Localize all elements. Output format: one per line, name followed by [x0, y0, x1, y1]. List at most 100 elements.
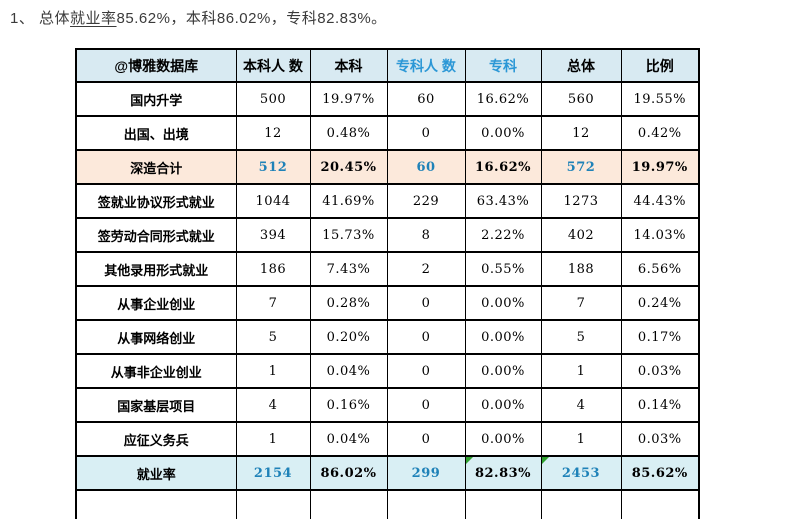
cell: 7: [540, 285, 622, 321]
cell: 86.02%: [309, 455, 388, 491]
table-row-total: 就业率 2154 86.02% 299 82.83% 2453 85.62%: [75, 455, 700, 491]
cell: 0.04%: [309, 421, 388, 457]
table-row: 应征义务兵 1 0.04% 0 0.00% 1 0.03%: [75, 421, 700, 457]
col-header-college-pct: 专科: [464, 48, 542, 83]
cell: 560: [540, 81, 622, 117]
cell: 5: [235, 319, 311, 355]
formula-flag-icon: [542, 458, 549, 464]
cell: 19.97%: [309, 81, 388, 117]
cell: [464, 489, 542, 519]
cell: 0: [386, 285, 466, 321]
cell: 512: [235, 149, 311, 185]
cell: 2.22%: [464, 217, 542, 253]
cell: 12: [235, 115, 311, 151]
cell: 2154: [235, 455, 311, 491]
col-header-college-count: 专科人 数: [386, 48, 466, 83]
employment-stats-table: @博雅数据库 本科人 数 本科 专科人 数 专科 总体 比例 国内升学 500 …: [75, 48, 700, 519]
table-row: 从事网络创业 5 0.20% 0 0.00% 5 0.17%: [75, 319, 700, 355]
cell: 0.48%: [309, 115, 388, 151]
row-label: 出国、出境: [75, 115, 237, 151]
cell: 0: [386, 387, 466, 423]
cell: 1: [540, 421, 622, 457]
cell: 19.55%: [620, 81, 700, 117]
cell: 1: [540, 353, 622, 389]
cell: 16.62%: [464, 81, 542, 117]
title-suffix: 85.62%，本科86.02%，专科82.83%。: [116, 10, 387, 27]
cell: 14.03%: [620, 217, 700, 253]
cell: 41.69%: [309, 183, 388, 219]
row-label: 其他录用形式就业: [75, 251, 237, 287]
cell: 1: [235, 421, 311, 457]
table-row: 签劳动合同形式就业 394 15.73% 8 2.22% 402 14.03%: [75, 217, 700, 253]
cell: 0: [386, 319, 466, 355]
table-row-subtotal: 深造合计 512 20.45% 60 16.62% 572 19.97%: [75, 149, 700, 185]
cell: 186: [235, 251, 311, 287]
cell: 4: [235, 387, 311, 423]
cell: 0.00%: [464, 319, 542, 355]
cell: 0.00%: [464, 353, 542, 389]
cell: 0: [386, 421, 466, 457]
title-prefix: 1、 总体: [10, 10, 71, 27]
cell: 0.42%: [620, 115, 700, 151]
title-underlined-term: 就业率: [70, 10, 117, 27]
header-row: @博雅数据库 本科人 数 本科 专科人 数 专科 总体 比例: [75, 48, 700, 83]
cell: 0.24%: [620, 285, 700, 321]
col-header-ratio: 比例: [620, 48, 700, 83]
row-label: 从事网络创业: [75, 319, 237, 355]
cell: 2453: [540, 455, 622, 491]
cell: 0: [386, 353, 466, 389]
cell: 1273: [540, 183, 622, 219]
cell: 85.62%: [620, 455, 700, 491]
row-label: 签劳动合同形式就业: [75, 217, 237, 253]
row-label: 深造合计: [75, 149, 237, 185]
cell: 1044: [235, 183, 311, 219]
cell: 19.97%: [620, 149, 700, 185]
cell: 0.28%: [309, 285, 388, 321]
cell: 5: [540, 319, 622, 355]
cell: 188: [540, 251, 622, 287]
cell: 8: [386, 217, 466, 253]
cell: 60: [386, 149, 466, 185]
col-header-undergrad-count: 本科人 数: [235, 48, 311, 83]
cell: 0.00%: [464, 421, 542, 457]
cell: 0.55%: [464, 251, 542, 287]
cell: 0.14%: [620, 387, 700, 423]
cell: [540, 489, 622, 519]
row-label: 国家基层项目: [75, 387, 237, 423]
cell: [75, 489, 237, 519]
cell: 20.45%: [309, 149, 388, 185]
cell-value: 2453: [561, 465, 601, 481]
table-row: 出国、出境 12 0.48% 0 0.00% 12 0.42%: [75, 115, 700, 151]
row-label: 国内升学: [75, 81, 237, 117]
cell-value: 82.83%: [474, 465, 532, 481]
cell: 44.43%: [620, 183, 700, 219]
cell: 0.04%: [309, 353, 388, 389]
clipped-row: [75, 489, 700, 519]
cell: 7.43%: [309, 251, 388, 287]
row-label: 应征义务兵: [75, 421, 237, 457]
cell: 15.73%: [309, 217, 388, 253]
table-row: 签就业协议形式就业 1044 41.69% 229 63.43% 1273 44…: [75, 183, 700, 219]
cell: 82.83%: [464, 455, 542, 491]
cell: 394: [235, 217, 311, 253]
cell: 0.00%: [464, 285, 542, 321]
cell: 0.16%: [309, 387, 388, 423]
col-header-undergrad-pct: 本科: [309, 48, 388, 83]
formula-flag-icon: [466, 458, 473, 464]
cell: 0.00%: [464, 115, 542, 151]
cell: 63.43%: [464, 183, 542, 219]
cell: 0: [386, 115, 466, 151]
cell: 1: [235, 353, 311, 389]
cell: 16.62%: [464, 149, 542, 185]
cell: 299: [386, 455, 466, 491]
cell: 0.00%: [464, 387, 542, 423]
cell: 0.03%: [620, 353, 700, 389]
table-row: 国内升学 500 19.97% 60 16.62% 560 19.55%: [75, 81, 700, 117]
page-title: 1、 总体就业率85.62%，本科86.02%，专科82.83%。: [10, 7, 387, 28]
cell: [235, 489, 311, 519]
table-row: 国家基层项目 4 0.16% 0 0.00% 4 0.14%: [75, 387, 700, 423]
cell: 229: [386, 183, 466, 219]
table-row: 从事非企业创业 1 0.04% 0 0.00% 1 0.03%: [75, 353, 700, 389]
col-header-total: 总体: [540, 48, 622, 83]
cell: 402: [540, 217, 622, 253]
